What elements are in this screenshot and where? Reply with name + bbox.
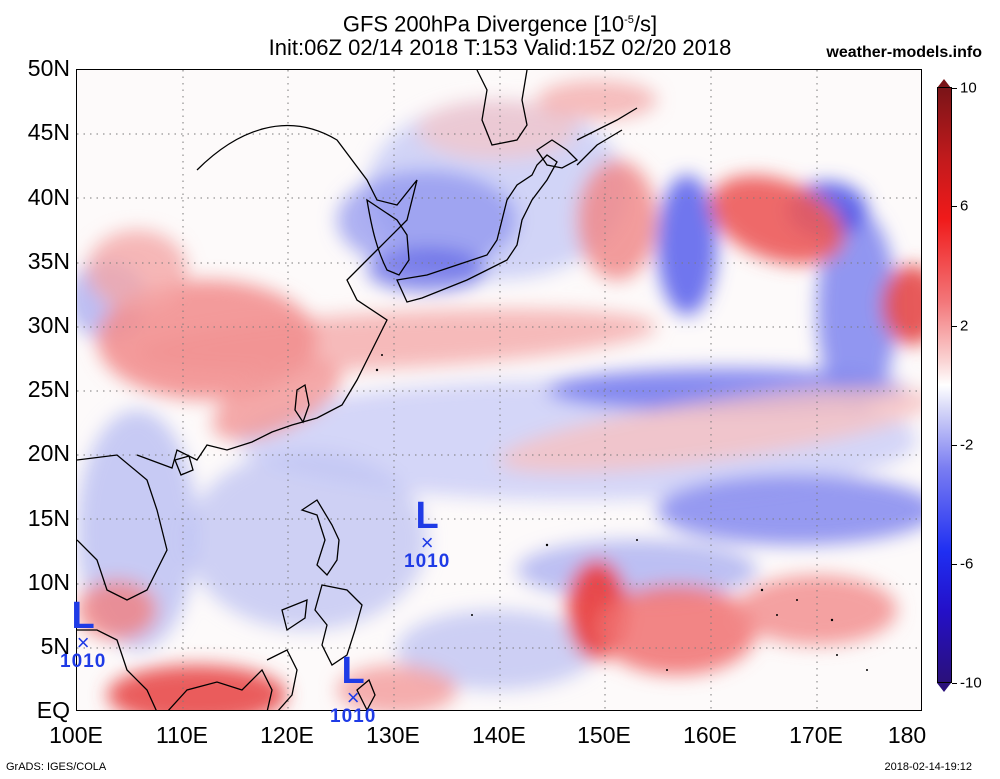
lon-label: 100E (49, 722, 103, 748)
low-pressure-marker: L × 1010 (60, 595, 107, 672)
low-pressure-marker: L × 1010 (330, 650, 377, 727)
footer-credit: GrADS: IGES/COLA (6, 761, 107, 773)
lon-label: 110E (155, 722, 209, 748)
lon-label: 120E (260, 722, 314, 748)
lat-label: 25N (27, 376, 70, 402)
lon-label: 180 (887, 722, 927, 748)
lat-label: 30N (27, 312, 70, 338)
lon-label: 140E (472, 722, 526, 748)
colorbar-label: -10 (960, 674, 982, 692)
lon-label: 170E (789, 722, 843, 748)
colorbar-label: -6 (960, 555, 974, 573)
colorbar (937, 87, 952, 683)
map-canvas (77, 70, 921, 710)
coastlines (77, 70, 638, 710)
low-pressure-marker: L × 1010 (404, 495, 451, 572)
lat-label: EQ (36, 697, 70, 723)
colorbar-label: 2 (960, 317, 969, 335)
map-subtitle: Init:06Z 02/14 2018 T:153 Valid:15Z 02/2… (268, 35, 732, 60)
colorbar-label: 6 (960, 197, 969, 215)
lat-label: 10N (27, 569, 70, 595)
islands (375, 354, 868, 671)
lat-label: 15N (27, 505, 70, 531)
lat-label: 45N (27, 119, 70, 145)
lat-label: 20N (27, 440, 70, 466)
lon-label: 160E (683, 722, 737, 748)
colorbar-label: -2 (960, 436, 974, 454)
lon-label: 150E (577, 722, 631, 748)
colorbar-label: 10 (960, 79, 977, 97)
footer-timestamp: 2018-02-14-19:12 (884, 761, 972, 773)
lat-label: 35N (27, 248, 70, 274)
lon-label: 130E (366, 722, 420, 748)
colorbar-min-arrow (937, 683, 951, 692)
site-credit: weather-models.info (826, 44, 982, 61)
map-title: GFS 200hPa Divergence [10-5/s] (342, 11, 658, 37)
lat-label: 40N (27, 184, 70, 210)
divergence-map (76, 69, 922, 711)
lat-label: 50N (27, 55, 70, 81)
colorbar-max-arrow (937, 79, 951, 88)
divergence-field (77, 80, 921, 710)
lat-label: 5N (40, 633, 70, 659)
